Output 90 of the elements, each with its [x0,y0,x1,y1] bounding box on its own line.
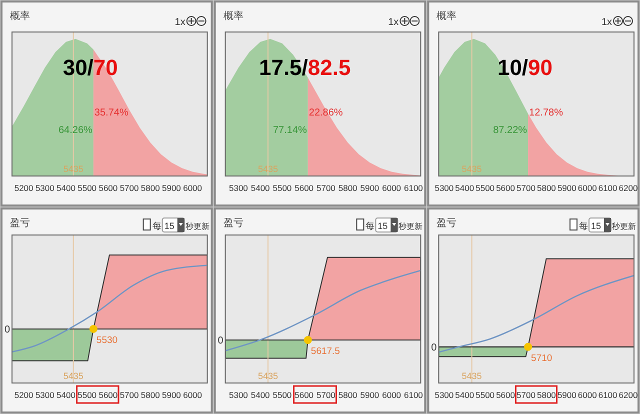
annotation: 30/70 [62,55,118,80]
x-tick-label: 5700 [516,390,536,400]
annotation: 87.22% [493,124,528,136]
x-tick-label: 5500 [272,390,292,400]
x-tick-label: 5200 [14,183,34,193]
ref-line-label: 0 [218,336,224,347]
ref-line-label: 0 [431,342,438,354]
x-tick-label: 6200 [618,390,638,400]
x-tick-label: 5400 [455,390,474,400]
x-tick-label: 5300 [228,183,248,193]
annotation: 17.5/82.5 [258,55,351,80]
x-tick-label: 5300 [434,183,454,193]
x-tick-label: 5400 [56,390,76,400]
x-tick-label: 5900 [557,390,577,400]
text: 每 [366,221,375,232]
x-tick-label: 5900 [360,390,380,400]
text: 每 [152,221,162,232]
x-tick-label: 5600 [294,183,314,193]
text: 1x [174,17,186,28]
x-tick-label: 5800 [536,390,556,400]
annotation: 12.78% [529,108,564,119]
x-tick-label: 5400 [56,183,76,193]
x-tick-label: 6000 [183,390,202,400]
chart-title: 盈亏 [223,218,244,229]
text: 秒更新 [612,222,636,231]
x-tick-label: 5900 [360,183,380,193]
chart-title: 概率 [436,10,457,22]
annotation: 5530 [96,334,118,346]
x-tick-label: 5500 [476,390,495,400]
x-tick-label: 5300 [434,390,454,400]
x-tick-label: 6100 [598,183,618,193]
x-tick-label: 5400 [250,390,270,400]
x-tick-label: 5800 [338,390,358,400]
annotation: 77.14% [272,124,308,136]
ref-line-label: 5435 [63,371,84,381]
x-tick-label: 5600 [496,183,516,193]
x-tick-label: 5200 [14,390,34,400]
chart-title: 概率 [223,10,244,22]
x-tick-label: 5600 [98,390,118,400]
x-tick-label: 5300 [35,390,55,400]
annotation: 5710 [531,352,552,364]
x-tick-label: 6100 [404,183,424,193]
annotation: 10/90 [497,55,553,80]
x-tick-label: 6000 [578,390,598,400]
x-tick-label: 5700 [120,390,140,400]
x-tick-label: 5900 [162,390,182,400]
text: 秒更新 [185,222,210,231]
x-tick-label: 5800 [338,183,358,193]
x-tick-label: 5700 [120,183,140,193]
x-tick-label: 5700 [316,390,336,400]
x-tick-label: 6000 [382,183,402,193]
annotation: 35.74% [94,108,128,119]
x-tick-label: 5500 [78,183,97,193]
text: 15 [378,221,388,231]
x-tick-label: 6000 [382,390,402,400]
ref-line-label: 5435 [462,371,482,381]
text: 秒更新 [398,222,423,231]
x-tick-label: 6200 [618,183,638,193]
x-tick-label: 5500 [476,183,495,193]
x-tick-label: 5700 [316,183,336,193]
x-tick-label: 5400 [455,183,474,193]
chart-title: 盈亏 [436,218,457,229]
x-tick-label: 6100 [404,390,424,400]
text: 15 [164,221,174,231]
ref-line-label: 5435 [258,371,278,381]
text: 1x [601,17,612,28]
chart-title: 盈亏 [10,218,30,229]
chart-title: 概率 [10,10,30,22]
text: 15 [590,221,602,231]
x-tick-label: 6100 [598,390,618,400]
x-tick-label: 5700 [516,183,536,193]
text: 1x [388,17,399,28]
x-tick-label: 5800 [536,183,556,193]
x-tick-label: 5600 [294,390,314,400]
annotation: 5617.5 [310,346,340,358]
x-tick-label: 6000 [183,183,202,193]
x-tick-label: 6000 [578,183,598,193]
x-tick-label: 5600 [496,390,516,400]
x-tick-label: 5600 [98,183,118,193]
x-tick-label: 5300 [35,183,55,193]
x-tick-label: 5900 [162,183,182,193]
x-tick-label: 5500 [272,183,292,193]
x-tick-label: 5500 [78,390,97,400]
ref-line-label: 0 [4,324,10,336]
x-tick-label: 5800 [140,390,160,400]
x-tick-label: 5800 [140,183,160,193]
x-tick-label: 5400 [250,183,270,193]
x-tick-label: 5300 [228,390,248,400]
x-tick-label: 5900 [557,183,577,193]
text: 每 [579,221,588,232]
